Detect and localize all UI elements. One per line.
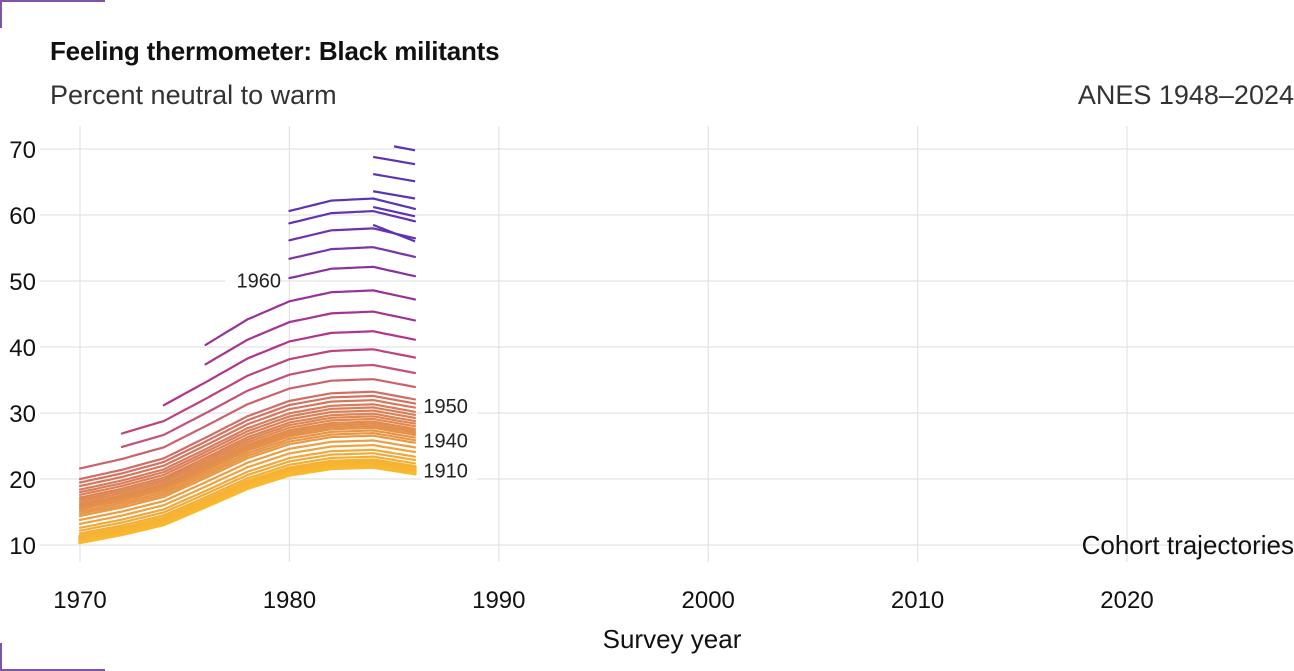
- y-tick-label-20: 20: [9, 467, 36, 494]
- cohort-line-1957: [204, 310, 417, 366]
- cohort-line-1932: [78, 439, 417, 521]
- cohort-line-1955: [120, 348, 417, 435]
- corner-mark-top: [0, 0, 105, 2]
- cohort-line-1958: [204, 289, 417, 346]
- cohort-label-bg-1940: [421, 429, 478, 454]
- cohort-lines: [78, 145, 417, 545]
- cohort-line-1922: [78, 452, 417, 532]
- cohort-line-1944: [78, 426, 417, 511]
- cohort-line-1920: [78, 458, 417, 539]
- x-tick-label-2000: 2000: [682, 587, 735, 614]
- cohort-label-1940: 1940: [423, 430, 468, 452]
- cohort-line-1964: [372, 223, 416, 243]
- cohort-line-1952: [78, 394, 417, 484]
- cohort-line-1910: [78, 465, 417, 545]
- cohort-line-1956: [162, 330, 417, 407]
- chart-source: ANES 1948–2024: [1077, 80, 1294, 110]
- x-tick-label-2010: 2010: [891, 587, 944, 614]
- cohort-line-1911: [78, 463, 417, 543]
- cohort-label-bg-1960: [225, 269, 282, 294]
- cohort-line-1945: [78, 424, 417, 509]
- y-axis-ticks: 10 20 30 40 50 60 70: [9, 137, 36, 560]
- cohort-line-1941: [78, 431, 417, 515]
- cohort-label-bg-1910: [421, 459, 478, 484]
- cohort-line-1969: [393, 145, 416, 152]
- y-tick-label-30: 30: [9, 401, 36, 428]
- y-tick-label-60: 60: [9, 203, 36, 230]
- cohort-line-1931: [78, 443, 417, 525]
- cohort-label-1950: 1950: [423, 396, 468, 418]
- cohort-line-1959: [288, 265, 417, 280]
- cohort-line-1967: [372, 172, 416, 183]
- x-tick-label-1990: 1990: [472, 587, 525, 614]
- cohort-line-1952: [78, 390, 417, 481]
- y-tick-label-70: 70: [9, 137, 36, 164]
- x-axis-ticks: 1970 1980 1990 2000 2010 2020: [53, 587, 1153, 614]
- x-tick-label-2020: 2020: [1100, 587, 1153, 614]
- cohort-line-1947: [78, 417, 417, 503]
- x-tick-label-1980: 1980: [263, 587, 316, 614]
- x-axis-title: Survey year: [603, 624, 742, 654]
- cohort-line-1949: [78, 409, 417, 496]
- y-tick-label-50: 50: [9, 269, 36, 296]
- cohort-line-1940: [78, 434, 417, 518]
- cohort-label-bg-1950: [421, 395, 478, 419]
- x-tick-label-1970: 1970: [53, 587, 106, 614]
- cohort-line-1966: [372, 190, 416, 200]
- cohort-line-1963: [288, 197, 417, 212]
- cohort-line-1968: [372, 155, 416, 166]
- cohort-line-1946: [78, 422, 417, 507]
- cohort-line-1965: [372, 206, 416, 218]
- cohort-line-1953: [78, 378, 417, 470]
- cohort-label-1960: 1960: [237, 271, 282, 293]
- cohort-line-1948: [78, 415, 417, 501]
- cohort-line-1954: [120, 363, 417, 448]
- cohort-line-1930: [78, 448, 417, 529]
- cohort-line-1950: [78, 403, 417, 491]
- chart-title: Feeling thermometer: Black militants: [50, 36, 500, 66]
- cohort-line-1948: [78, 412, 417, 499]
- cohort-line-1950: [78, 406, 417, 494]
- corner-mark-bottom: [0, 669, 105, 671]
- cohort-line-1946: [78, 420, 417, 506]
- cohort-line-1951: [78, 398, 417, 488]
- cohort-line-1962: [288, 209, 417, 225]
- corner-mark-bottom-vertical: [0, 643, 2, 671]
- cohort-line-1942: [78, 429, 417, 513]
- y-tick-label-40: 40: [9, 335, 36, 362]
- corner-mark-top-vertical: [0, 0, 2, 28]
- cohort-labels: 1960 1950 1940 1910: [225, 269, 478, 484]
- chart-subtitle: Percent neutral to warm: [50, 80, 337, 110]
- y-tick-label-10: 10: [9, 533, 36, 560]
- cohort-line-1960: [288, 246, 417, 260]
- grid-lines: [40, 126, 1294, 562]
- cohort-label-1910: 1910: [423, 461, 468, 483]
- cohort-line-1921: [78, 455, 417, 535]
- annotation-cohort-trajectories: Cohort trajectories: [1082, 530, 1294, 560]
- cohort-line-1912: [78, 460, 417, 541]
